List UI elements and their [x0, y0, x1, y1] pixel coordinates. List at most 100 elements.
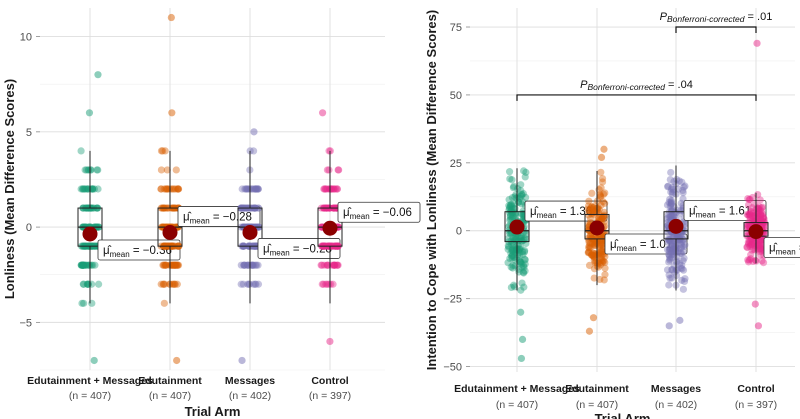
- data-point: [757, 214, 765, 222]
- outlier-point: [168, 109, 176, 117]
- data-point: [587, 207, 595, 215]
- data-point: [745, 210, 754, 218]
- data-point: [171, 185, 180, 193]
- data-point: [241, 261, 249, 269]
- data-point: [751, 200, 759, 208]
- outlier-point: [167, 13, 175, 22]
- y-tick-label: 5: [26, 127, 32, 139]
- data-point: [744, 258, 753, 266]
- data-point: [163, 185, 171, 193]
- data-point: [83, 185, 91, 193]
- data-point: [243, 185, 251, 193]
- data-point: [510, 281, 518, 289]
- data-point: [512, 246, 521, 254]
- data-point: [87, 166, 95, 174]
- data-point: [79, 261, 87, 269]
- data-point: [666, 175, 674, 184]
- p-symbol: P: [580, 79, 588, 91]
- data-point: [512, 235, 520, 243]
- data-point: [675, 177, 683, 185]
- data-point: [744, 211, 752, 219]
- data-point: [87, 185, 95, 193]
- data-point: [329, 185, 337, 193]
- data-point: [172, 261, 180, 269]
- data-point: [584, 249, 592, 257]
- data-point: [669, 188, 677, 196]
- data-point: [590, 253, 599, 262]
- data-point: [517, 286, 525, 294]
- data-point: [678, 231, 686, 239]
- category-group-0: μ̂mean = 1.36 Edutainment + Messages (n = …: [454, 167, 608, 411]
- data-point: [507, 263, 515, 271]
- data-point: [676, 236, 684, 244]
- data-point: [759, 259, 768, 267]
- data-point: [758, 203, 766, 211]
- data-point: [677, 199, 685, 207]
- data-point: [668, 242, 676, 250]
- data-point: [507, 200, 516, 209]
- mean-value: 1.36: [570, 206, 592, 218]
- mean-label: μ̂mean = 1.01: [610, 239, 672, 253]
- data-point: [601, 264, 609, 272]
- data-point: [601, 253, 609, 261]
- data-point: [757, 217, 765, 225]
- data-point: [168, 280, 177, 288]
- data-point: [508, 209, 516, 217]
- data-point: [589, 252, 597, 260]
- data-point: [509, 261, 517, 269]
- mean-value: −0.28: [223, 211, 252, 223]
- data-point: [680, 254, 688, 262]
- data-point: [751, 246, 759, 254]
- data-point: [755, 242, 763, 251]
- data-point: [159, 280, 167, 288]
- data-point: [519, 189, 527, 198]
- data-point: [756, 207, 764, 215]
- data-point: [670, 212, 678, 220]
- data-point: [516, 234, 524, 242]
- data-point: [508, 202, 516, 210]
- data-point: [520, 283, 528, 291]
- y-tick-label: 25: [450, 158, 462, 170]
- data-point: [509, 246, 517, 254]
- data-point: [161, 280, 169, 288]
- outlier-point: [94, 71, 102, 79]
- data-point: [599, 236, 607, 244]
- data-point: [597, 184, 605, 192]
- data-point: [590, 265, 599, 273]
- data-point: [597, 254, 605, 263]
- data-point: [504, 242, 512, 250]
- data-point: [93, 166, 101, 174]
- data-point: [748, 238, 756, 247]
- data-point: [79, 261, 87, 269]
- data-point: [512, 246, 520, 254]
- left-panel-loneliness: −5 0 5 10 Lonliness (Mean Difference Scores)…: [2, 8, 421, 419]
- outlier-point: [754, 322, 763, 330]
- data-point: [238, 185, 246, 193]
- data-point: [668, 237, 676, 246]
- data-point: [676, 249, 685, 257]
- data-point: [753, 241, 761, 250]
- data-point: [757, 210, 765, 219]
- data-point: [681, 241, 689, 249]
- data-point: [80, 299, 88, 307]
- mean-label: μ̂mean = −0.31: [769, 243, 800, 257]
- data-point: [756, 251, 765, 259]
- data-point: [749, 213, 757, 221]
- data-point: [327, 280, 335, 288]
- mean-label-box: [683, 199, 767, 221]
- data-point: [664, 238, 672, 246]
- data-point: [745, 196, 753, 204]
- data-point: [247, 185, 255, 193]
- data-point: [515, 268, 523, 276]
- mu-hat-symbol: μ̂: [530, 206, 539, 218]
- data-point: [594, 203, 602, 212]
- data-point: [240, 261, 248, 269]
- data-point: [512, 233, 520, 241]
- data-point: [598, 251, 606, 259]
- data-point: [584, 234, 593, 242]
- data-point: [668, 212, 676, 220]
- data-point: [590, 241, 599, 249]
- equals-sign: =: [370, 207, 383, 219]
- data-point: [589, 239, 597, 247]
- data-point: [323, 280, 331, 288]
